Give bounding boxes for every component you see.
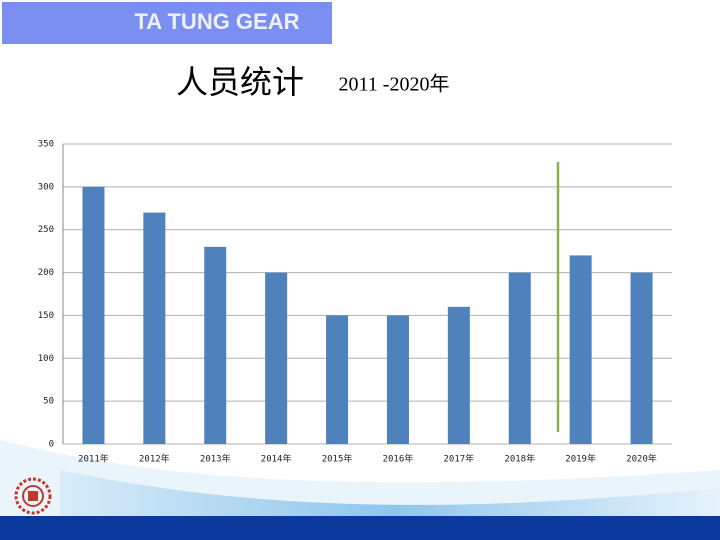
y-tick-label: 200 (38, 268, 54, 278)
header-title: TA TUNG GEAR (135, 9, 300, 34)
swoosh (60, 470, 720, 516)
bar (447, 306, 470, 444)
y-tick-label: 300 (38, 182, 54, 192)
bar (204, 246, 227, 444)
x-tick-label: 2015年 (322, 453, 353, 465)
x-tick-label: 2011年 (78, 453, 109, 465)
y-tick-label: 150 (38, 311, 54, 321)
chart-subtitle: 2011 -2020年 (339, 73, 450, 96)
header-box (2, 2, 332, 44)
bar (508, 272, 531, 444)
x-tick-label: 2012年 (139, 453, 170, 465)
bar (82, 186, 105, 444)
x-tick-label: 2016年 (383, 453, 414, 465)
y-tick-label: 0 (49, 440, 54, 450)
x-tick-label: 2017年 (444, 453, 475, 465)
x-tick-label: 2020年 (626, 453, 657, 465)
y-tick-label: 350 (38, 140, 54, 150)
x-tick-label: 2014年 (261, 453, 292, 465)
x-tick-label: 2013年 (200, 453, 231, 465)
y-tick-label: 50 (43, 397, 54, 407)
x-tick-label: 2019年 (565, 453, 596, 465)
bar (386, 315, 409, 444)
footer-bar (0, 516, 720, 540)
chart-title: 人员统计 (176, 63, 304, 101)
bar (265, 272, 288, 444)
bar (569, 255, 592, 444)
bar (630, 272, 653, 444)
x-tick-label: 2018年 (504, 453, 535, 465)
y-tick-label: 250 (38, 225, 54, 235)
y-tick-label: 100 (38, 354, 54, 364)
bar (326, 315, 349, 444)
bar (143, 212, 166, 444)
logo (14, 477, 52, 515)
